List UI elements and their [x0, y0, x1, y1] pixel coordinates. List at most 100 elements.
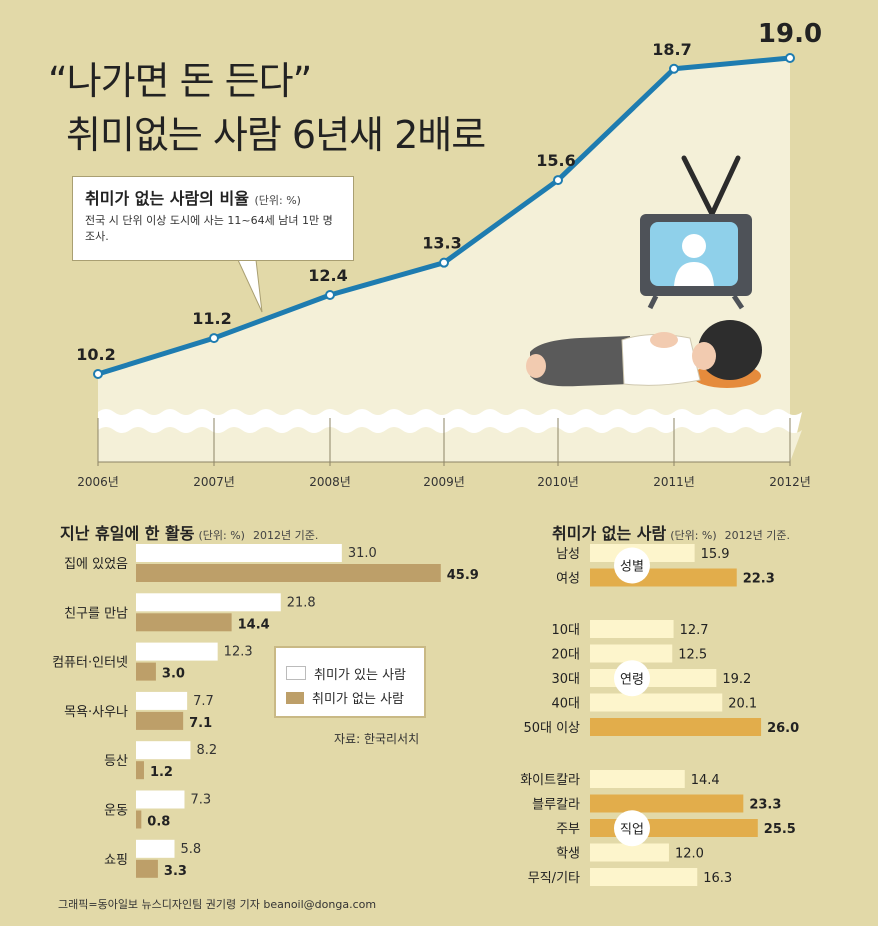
group-label: 연령 — [620, 672, 644, 687]
line-point — [785, 53, 795, 63]
legend-label-with-hobby: 취미가 있는 사람 — [314, 668, 406, 683]
tv-leg-left — [647, 294, 659, 310]
category-label: 30대 — [551, 672, 580, 687]
line-point — [669, 63, 679, 74]
tv-leg-right — [731, 294, 745, 310]
category-label: 등산 — [104, 754, 128, 769]
category-label: 무직/기타 — [528, 871, 580, 886]
x-tick-label: 2007년 — [193, 475, 235, 489]
line-point — [93, 369, 103, 379]
callout-pointer — [237, 259, 263, 313]
bar — [590, 843, 669, 862]
category-label: 여성 — [556, 572, 580, 587]
x-tick-label: 2011년 — [653, 475, 695, 489]
bar-with-hobby — [136, 790, 185, 809]
headline-line2: 취미없는 사람 6년새 2배로 — [66, 113, 486, 157]
bar-value-without-hobby: 1.2 — [150, 765, 173, 780]
category-label: 친구를 만남 — [64, 606, 128, 621]
nohobby-unit: (단위: %) — [670, 529, 717, 542]
line-area-fill — [98, 58, 790, 418]
callout-unit: (단위: %) — [254, 194, 301, 207]
category-label: 10대 — [551, 623, 580, 638]
line-chart-background: 2006년 2007년 2008년 2009년 2010년 2011년 2012년 — [77, 58, 811, 489]
headline-line1: “나가면 돈 든다” — [48, 59, 312, 103]
bar-without-hobby — [136, 761, 144, 780]
tv-person-head — [682, 234, 706, 258]
bar-value-with-hobby: 7.7 — [193, 694, 214, 709]
bar-value: 19.2 — [722, 672, 751, 687]
category-label: 목욕·사우나 — [64, 705, 128, 720]
bar-without-hobby — [136, 810, 142, 829]
category-label: 학생 — [556, 847, 580, 862]
bar-value: 12.0 — [675, 847, 704, 862]
data-label: 18.7 — [652, 40, 691, 59]
bar-value-without-hobby: 7.1 — [189, 716, 212, 731]
bar-without-hobby — [136, 859, 158, 878]
bar-value-without-hobby: 3.3 — [164, 864, 187, 879]
category-label: 화이트칼라 — [520, 773, 580, 788]
activities-basis: 2012년 기준. — [252, 529, 319, 542]
bar-value: 15.9 — [701, 547, 730, 562]
bar-value-with-hobby: 7.3 — [190, 793, 211, 808]
bar-value: 22.3 — [743, 572, 775, 587]
bar-with-hobby — [136, 544, 342, 562]
line-point — [439, 257, 449, 268]
category-label: 컴퓨터·인터넷 — [52, 656, 128, 671]
activity-bar-chart: 집에 있었음 31.0 45.9 친구를 만남 21.8 14.4 컴퓨터·인터넷 12.3 3… — [52, 544, 479, 879]
bar-value: 26.0 — [767, 721, 799, 736]
bar-value-with-hobby: 8.2 — [196, 743, 217, 758]
antenna-right — [709, 155, 741, 217]
bar-value-with-hobby: 31.0 — [348, 546, 377, 561]
credit-line: 그래픽=동아일보 뉴스디자인팀 권기령 기자 beanoil@donga.com — [58, 898, 377, 911]
bar-value-without-hobby: 0.8 — [147, 815, 170, 830]
group-badge — [614, 547, 650, 584]
bar-value: 20.1 — [728, 697, 757, 712]
person-feet — [526, 354, 546, 378]
legend-item-with-hobby: 취미가 있는 사람 — [286, 664, 406, 683]
bar — [590, 693, 723, 712]
wave-lower-band — [98, 427, 802, 462]
bar-without-hobby — [136, 613, 232, 632]
legend-swatch-without-hobby — [286, 692, 304, 704]
bar-with-hobby — [136, 642, 218, 661]
x-tick-label: 2010년 — [537, 475, 579, 489]
bar — [590, 718, 762, 736]
bar-with-hobby — [136, 741, 191, 760]
bar-without-hobby — [136, 662, 156, 681]
antenna-left — [681, 155, 715, 217]
data-label: 15.6 — [536, 151, 575, 170]
tv-person-body — [674, 262, 714, 286]
bar-without-hobby — [136, 711, 184, 730]
activities-unit: (단위: %) — [198, 529, 245, 542]
group-badge — [614, 810, 650, 847]
person-face — [692, 342, 716, 370]
bar-value-without-hobby: 14.4 — [238, 617, 270, 632]
data-label: 12.4 — [308, 266, 347, 285]
bar — [590, 620, 674, 638]
bar-value: 25.5 — [764, 822, 796, 837]
category-label: 운동 — [104, 804, 128, 819]
x-tick-label: 2012년 — [769, 475, 811, 489]
category-label: 쇼핑 — [104, 853, 128, 868]
person-shirt — [621, 333, 701, 386]
line-chart-callout: 취미가 없는 사람의 비율 (단위: %) 전국 시 단위 이상 도시에 사는 … — [72, 176, 354, 261]
nohobby-basis: 2012년 기준. — [724, 529, 791, 542]
bar — [590, 770, 685, 788]
callout-note: 전국 시 단위 이상 도시에 사는 11~64세 남녀 1만 명 조사. — [85, 214, 333, 243]
data-label: 19.0 — [758, 19, 822, 49]
category-label: 20대 — [551, 648, 580, 663]
category-label: 주부 — [556, 822, 580, 837]
bar — [590, 644, 673, 663]
data-label: 13.3 — [422, 234, 461, 253]
x-tick-label: 2006년 — [77, 475, 119, 489]
category-label: 남성 — [556, 547, 580, 562]
group-badge — [614, 660, 650, 697]
bar-value: 12.5 — [678, 648, 707, 663]
x-tick-label: 2009년 — [423, 475, 465, 489]
bar-with-hobby — [136, 691, 188, 710]
bar-value-with-hobby: 5.8 — [181, 842, 202, 857]
bar-value-with-hobby: 21.8 — [287, 595, 316, 610]
bar-value: 23.3 — [749, 798, 781, 813]
